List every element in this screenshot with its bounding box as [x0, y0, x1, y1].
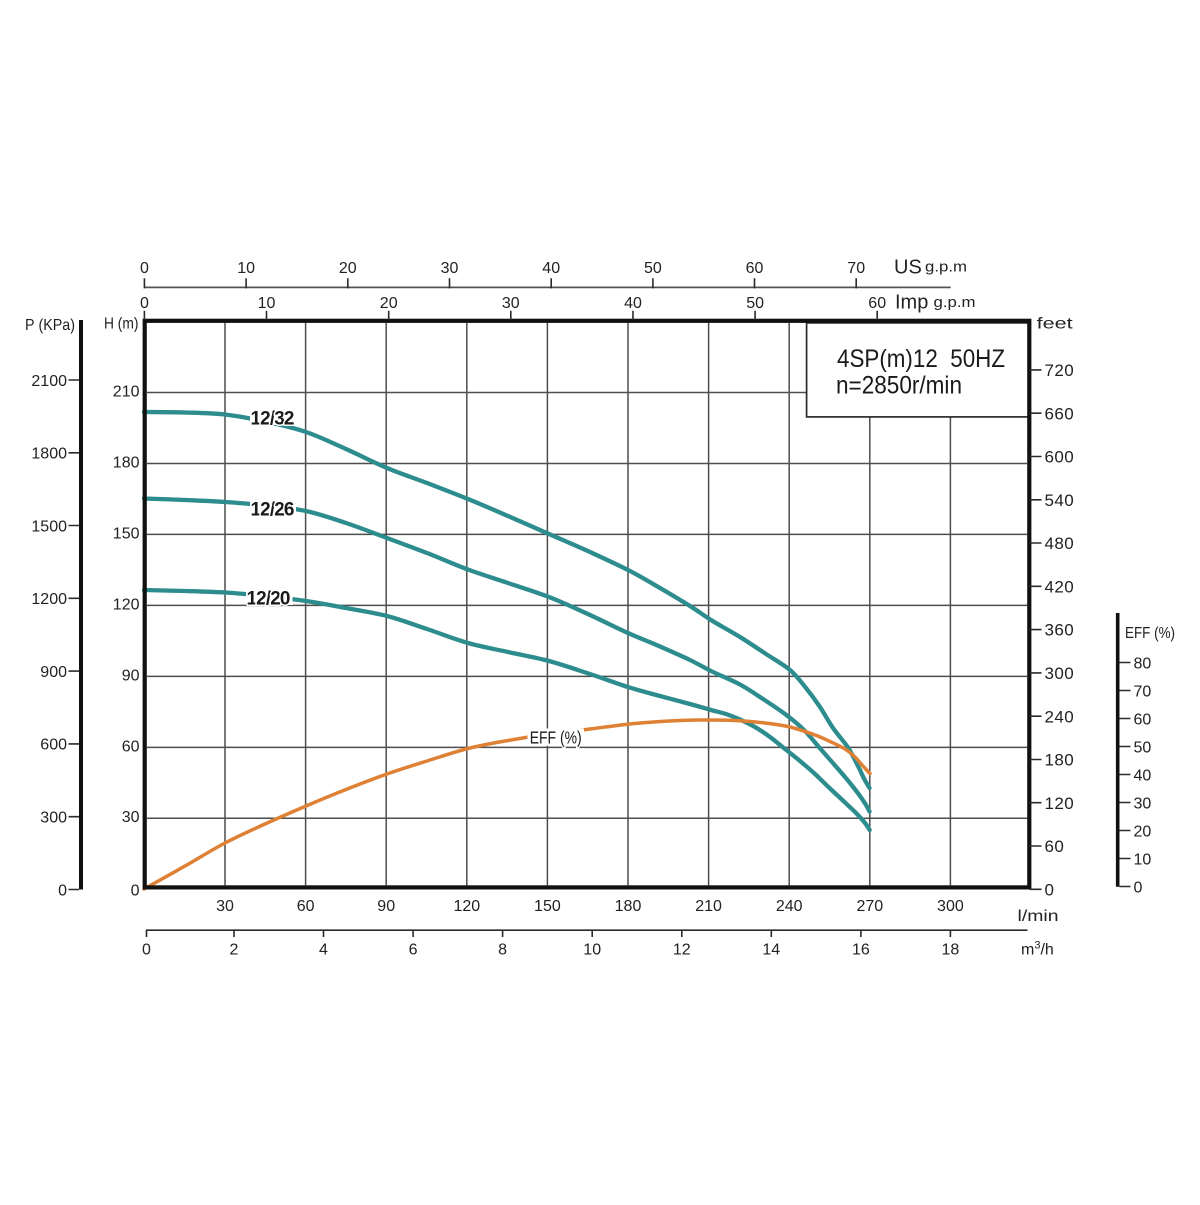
- svg-text:600: 600: [1045, 448, 1075, 467]
- svg-text:10: 10: [237, 260, 255, 277]
- svg-text:4: 4: [319, 942, 328, 959]
- svg-text:300: 300: [40, 810, 67, 827]
- svg-text:240: 240: [776, 898, 803, 915]
- svg-text:300: 300: [1045, 664, 1075, 683]
- svg-text:4SP(m)12 50HZ: 4SP(m)12 50HZ: [837, 345, 1005, 373]
- svg-text:50: 50: [644, 260, 662, 277]
- svg-text:14: 14: [762, 942, 780, 959]
- svg-text:1200: 1200: [31, 591, 67, 608]
- svg-text:12/26: 12/26: [251, 500, 295, 521]
- svg-text:Imp: Imp: [895, 292, 928, 314]
- svg-text:80: 80: [1134, 655, 1152, 672]
- svg-text:0: 0: [131, 882, 140, 899]
- svg-text:l/min: l/min: [1018, 908, 1059, 925]
- svg-text:0: 0: [142, 942, 151, 959]
- svg-text:60: 60: [1045, 837, 1065, 856]
- svg-text:12/20: 12/20: [247, 589, 291, 610]
- svg-text:150: 150: [113, 525, 140, 542]
- svg-text:210: 210: [113, 383, 140, 400]
- svg-text:60: 60: [868, 295, 886, 312]
- svg-text:660: 660: [1045, 404, 1075, 423]
- svg-text:360: 360: [1045, 621, 1075, 640]
- svg-text:20: 20: [1134, 823, 1152, 840]
- svg-text:30: 30: [216, 898, 234, 915]
- svg-text:420: 420: [1045, 577, 1075, 596]
- svg-text:70: 70: [847, 260, 865, 277]
- svg-text:40: 40: [542, 260, 560, 277]
- svg-text:US: US: [894, 256, 922, 278]
- svg-text:H (m): H (m): [104, 315, 139, 332]
- svg-text:270: 270: [856, 898, 883, 915]
- svg-text:120: 120: [453, 898, 480, 915]
- svg-text:60: 60: [122, 738, 140, 755]
- svg-text:12/32: 12/32: [251, 409, 295, 430]
- svg-text:300: 300: [937, 898, 964, 915]
- svg-text:feet: feet: [1037, 316, 1074, 333]
- svg-text:30: 30: [441, 260, 459, 277]
- svg-text:40: 40: [1134, 767, 1152, 784]
- svg-text:20: 20: [339, 260, 357, 277]
- svg-text:60: 60: [1134, 711, 1152, 728]
- svg-text:EFF (%): EFF (%): [530, 728, 582, 748]
- svg-text:0: 0: [140, 260, 149, 277]
- svg-text:30: 30: [502, 295, 520, 312]
- svg-text:0: 0: [1134, 879, 1143, 896]
- svg-text:6: 6: [409, 942, 418, 959]
- svg-text:150: 150: [534, 898, 561, 915]
- svg-text:8: 8: [498, 942, 507, 959]
- svg-text:40: 40: [624, 295, 642, 312]
- svg-text:P (KPa): P (KPa): [25, 317, 75, 334]
- svg-text:50: 50: [1134, 739, 1152, 756]
- svg-text:16: 16: [852, 942, 870, 959]
- svg-text:1800: 1800: [31, 446, 67, 463]
- svg-text:600: 600: [40, 737, 67, 754]
- svg-text:1500: 1500: [31, 518, 67, 535]
- svg-text:m3/h: m3/h: [1021, 940, 1054, 959]
- svg-text:0: 0: [1045, 880, 1055, 899]
- svg-text:n=2850r/min: n=2850r/min: [836, 372, 962, 400]
- svg-text:60: 60: [746, 260, 764, 277]
- svg-text:60: 60: [297, 898, 315, 915]
- svg-text:10: 10: [258, 295, 276, 312]
- svg-text:180: 180: [1045, 751, 1075, 770]
- svg-text:18: 18: [942, 942, 960, 959]
- svg-text:210: 210: [695, 898, 722, 915]
- svg-text:50: 50: [746, 295, 764, 312]
- svg-text:30: 30: [122, 809, 140, 826]
- svg-text:2: 2: [230, 942, 239, 959]
- svg-text:30: 30: [1134, 795, 1152, 812]
- svg-text:10: 10: [583, 942, 601, 959]
- svg-text:12: 12: [673, 942, 691, 959]
- svg-text:g.p.m: g.p.m: [934, 295, 976, 311]
- svg-text:120: 120: [1045, 794, 1075, 813]
- svg-text:240: 240: [1045, 707, 1075, 726]
- svg-text:g.p.m: g.p.m: [925, 260, 967, 276]
- svg-text:720: 720: [1045, 361, 1075, 380]
- svg-text:70: 70: [1134, 683, 1152, 700]
- svg-text:10: 10: [1134, 851, 1152, 868]
- svg-text:90: 90: [377, 898, 395, 915]
- svg-text:2100: 2100: [31, 373, 67, 390]
- svg-text:90: 90: [122, 667, 140, 684]
- svg-text:180: 180: [615, 898, 642, 915]
- svg-text:0: 0: [140, 295, 149, 312]
- svg-text:180: 180: [113, 454, 140, 471]
- svg-text:20: 20: [380, 295, 398, 312]
- svg-text:EFF (%): EFF (%): [1125, 625, 1175, 642]
- svg-text:120: 120: [113, 596, 140, 613]
- svg-text:0: 0: [58, 882, 67, 899]
- svg-text:900: 900: [40, 664, 67, 681]
- svg-text:540: 540: [1045, 491, 1075, 510]
- svg-text:480: 480: [1045, 534, 1075, 553]
